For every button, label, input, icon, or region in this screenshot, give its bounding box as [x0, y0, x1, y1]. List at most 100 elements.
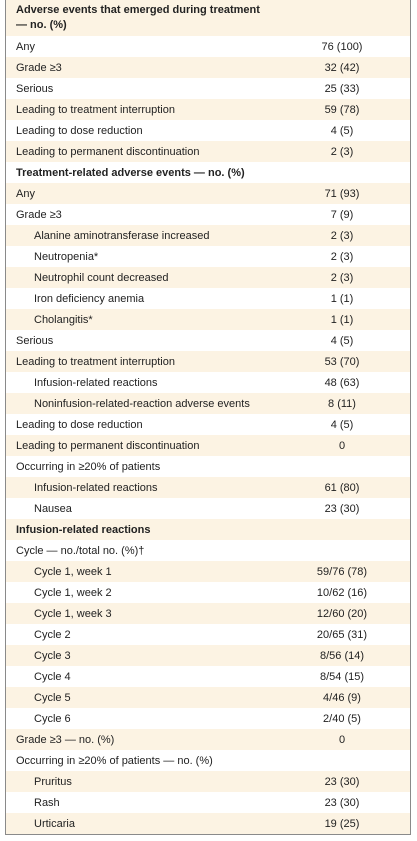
- row-label: Serious: [16, 82, 54, 95]
- row-value: 23 (30): [324, 775, 360, 788]
- row-label: Infusion-related reactions: [34, 376, 158, 389]
- table: Adverse events that emerged during treat…: [5, 0, 411, 835]
- row-value: 8 (11): [328, 397, 356, 410]
- table-row: Cycle 2 20/65 (31): [6, 624, 410, 645]
- table-row: Urticaria 19 (25): [6, 813, 410, 834]
- row-label: Cycle 4: [34, 670, 71, 683]
- row-value: 19 (25): [324, 817, 360, 830]
- row-label: Serious: [16, 334, 54, 347]
- table-row: Grade ≥3 32 (42): [6, 57, 410, 78]
- table-row: Rash 23 (30): [6, 792, 410, 813]
- row-value: 1 (1): [330, 313, 354, 326]
- section-header: Infusion-related reactions: [6, 519, 410, 540]
- row-value: 48 (63): [324, 376, 360, 389]
- row-label: Nausea: [34, 502, 72, 515]
- table-row: Cholangitis* 1 (1): [6, 309, 410, 330]
- row-label: Occurring in ≥20% of patients: [16, 460, 161, 473]
- table-row: Serious 4 (5): [6, 330, 410, 351]
- table-row: Infusion-related reactions 61 (80): [6, 477, 410, 498]
- table-row: Cycle 6 2/40 (5): [6, 708, 410, 729]
- table-row: Noninfusion-related-reaction adverse eve…: [6, 393, 410, 414]
- section-header: Adverse events that emerged during treat…: [6, 0, 410, 36]
- row-value: 23 (30): [324, 502, 360, 515]
- row-label: Rash: [34, 796, 60, 809]
- table-row: Neutrophil count decreased 2 (3): [6, 267, 410, 288]
- section-title: Adverse events that emerged during treat…: [16, 4, 260, 31]
- table-row: Leading to dose reduction 4 (5): [6, 414, 410, 435]
- row-label: Cholangitis*: [34, 313, 93, 326]
- row-label: Grade ≥3 — no. (%): [16, 733, 115, 746]
- row-value: 4 (5): [330, 418, 354, 431]
- table-row: Infusion-related reactions 48 (63): [6, 372, 410, 393]
- row-label: Infusion-related reactions: [34, 481, 158, 494]
- row-label: Pruritus: [34, 775, 72, 788]
- row-value: 53 (70): [324, 355, 360, 368]
- row-value: 2 (3): [330, 145, 354, 158]
- row-value: 8/54 (15): [319, 670, 365, 683]
- row-label: Leading to dose reduction: [16, 418, 143, 431]
- row-label: Leading to treatment interruption: [16, 103, 175, 116]
- row-value: 1 (1): [330, 292, 354, 305]
- row-label: Iron deficiency anemia: [34, 292, 145, 305]
- row-value: 32 (42): [324, 61, 360, 74]
- table-row: Occurring in ≥20% of patients: [6, 456, 410, 477]
- section-header: Treatment-related adverse events — no. (…: [6, 162, 410, 183]
- row-value: 25 (33): [324, 82, 360, 95]
- row-label: Grade ≥3: [16, 61, 62, 74]
- row-label: Leading to permanent discontinuation: [16, 439, 200, 452]
- row-value: 20/65 (31): [316, 628, 368, 641]
- row-label: Cycle 6: [34, 712, 71, 725]
- row-label: Any: [16, 187, 35, 200]
- row-value: 4/46 (9): [323, 691, 361, 704]
- row-value: 0: [338, 733, 346, 746]
- row-value: 2 (3): [330, 271, 354, 284]
- row-label: Occurring in ≥20% of patients — no. (%): [16, 754, 213, 767]
- table-row: Iron deficiency anemia 1 (1): [6, 288, 410, 309]
- table-row: Cycle 1, week 3 12/60 (20): [6, 603, 410, 624]
- row-value: 8/56 (14): [319, 649, 365, 662]
- table-row: Grade ≥3 — no. (%) 0: [6, 729, 410, 750]
- row-value: 2 (3): [330, 229, 354, 242]
- row-label: Urticaria: [34, 817, 75, 830]
- table-row: Leading to permanent discontinuation 2 (3…: [6, 141, 410, 162]
- row-label: Leading to treatment interruption: [16, 355, 175, 368]
- table-row: Occurring in ≥20% of patients — no. (%): [6, 750, 410, 771]
- row-label: Cycle 1, week 2: [34, 586, 112, 599]
- row-label: Cycle — no./total no. (%)†: [16, 544, 145, 557]
- table-row: Leading to treatment interruption 59 (78): [6, 99, 410, 120]
- table-row: Cycle 5 4/46 (9): [6, 687, 410, 708]
- table-row: Serious 25 (33): [6, 78, 410, 99]
- row-value: 71 (93): [324, 187, 360, 200]
- row-label: Cycle 5: [34, 691, 71, 704]
- row-label: Leading to dose reduction: [16, 124, 143, 137]
- table-row: Pruritus 23 (30): [6, 771, 410, 792]
- table-row: Cycle — no./total no. (%)†: [6, 540, 410, 561]
- row-label: Cycle 2: [34, 628, 71, 641]
- table-row: Alanine aminotransferase increased 2 (3): [6, 225, 410, 246]
- row-value: 23 (30): [324, 796, 360, 809]
- table-row: Any 71 (93): [6, 183, 410, 204]
- table-row: Grade ≥3 7 (9): [6, 204, 410, 225]
- row-value: 59/76 (78): [316, 565, 368, 578]
- section-title: Infusion-related reactions: [16, 523, 151, 536]
- row-value: 76 (100): [321, 40, 363, 53]
- table-row: Leading to treatment interruption 53 (70): [6, 351, 410, 372]
- row-label: Noninfusion-related-reaction adverse eve…: [34, 397, 250, 410]
- row-value: 2/40 (5): [323, 712, 361, 725]
- table-row: Leading to dose reduction 4 (5): [6, 120, 410, 141]
- row-value: 0: [338, 439, 346, 452]
- row-label: Cycle 1, week 3: [34, 607, 112, 620]
- row-value: 4 (5): [330, 334, 354, 347]
- table-row: Leading to permanent discontinuation 0: [6, 435, 410, 456]
- row-label: Grade ≥3: [16, 208, 62, 221]
- table-row: Cycle 4 8/54 (15): [6, 666, 410, 687]
- table-row: Any 76 (100): [6, 36, 410, 57]
- row-value: 12/60 (20): [316, 607, 368, 620]
- table-row: Cycle 1, week 2 10/62 (16): [6, 582, 410, 603]
- table-row: Neutropenia* 2 (3): [6, 246, 410, 267]
- row-label: Cycle 3: [34, 649, 71, 662]
- row-value: 7 (9): [330, 208, 354, 221]
- row-label: Cycle 1, week 1: [34, 565, 112, 578]
- row-value: 4 (5): [330, 124, 354, 137]
